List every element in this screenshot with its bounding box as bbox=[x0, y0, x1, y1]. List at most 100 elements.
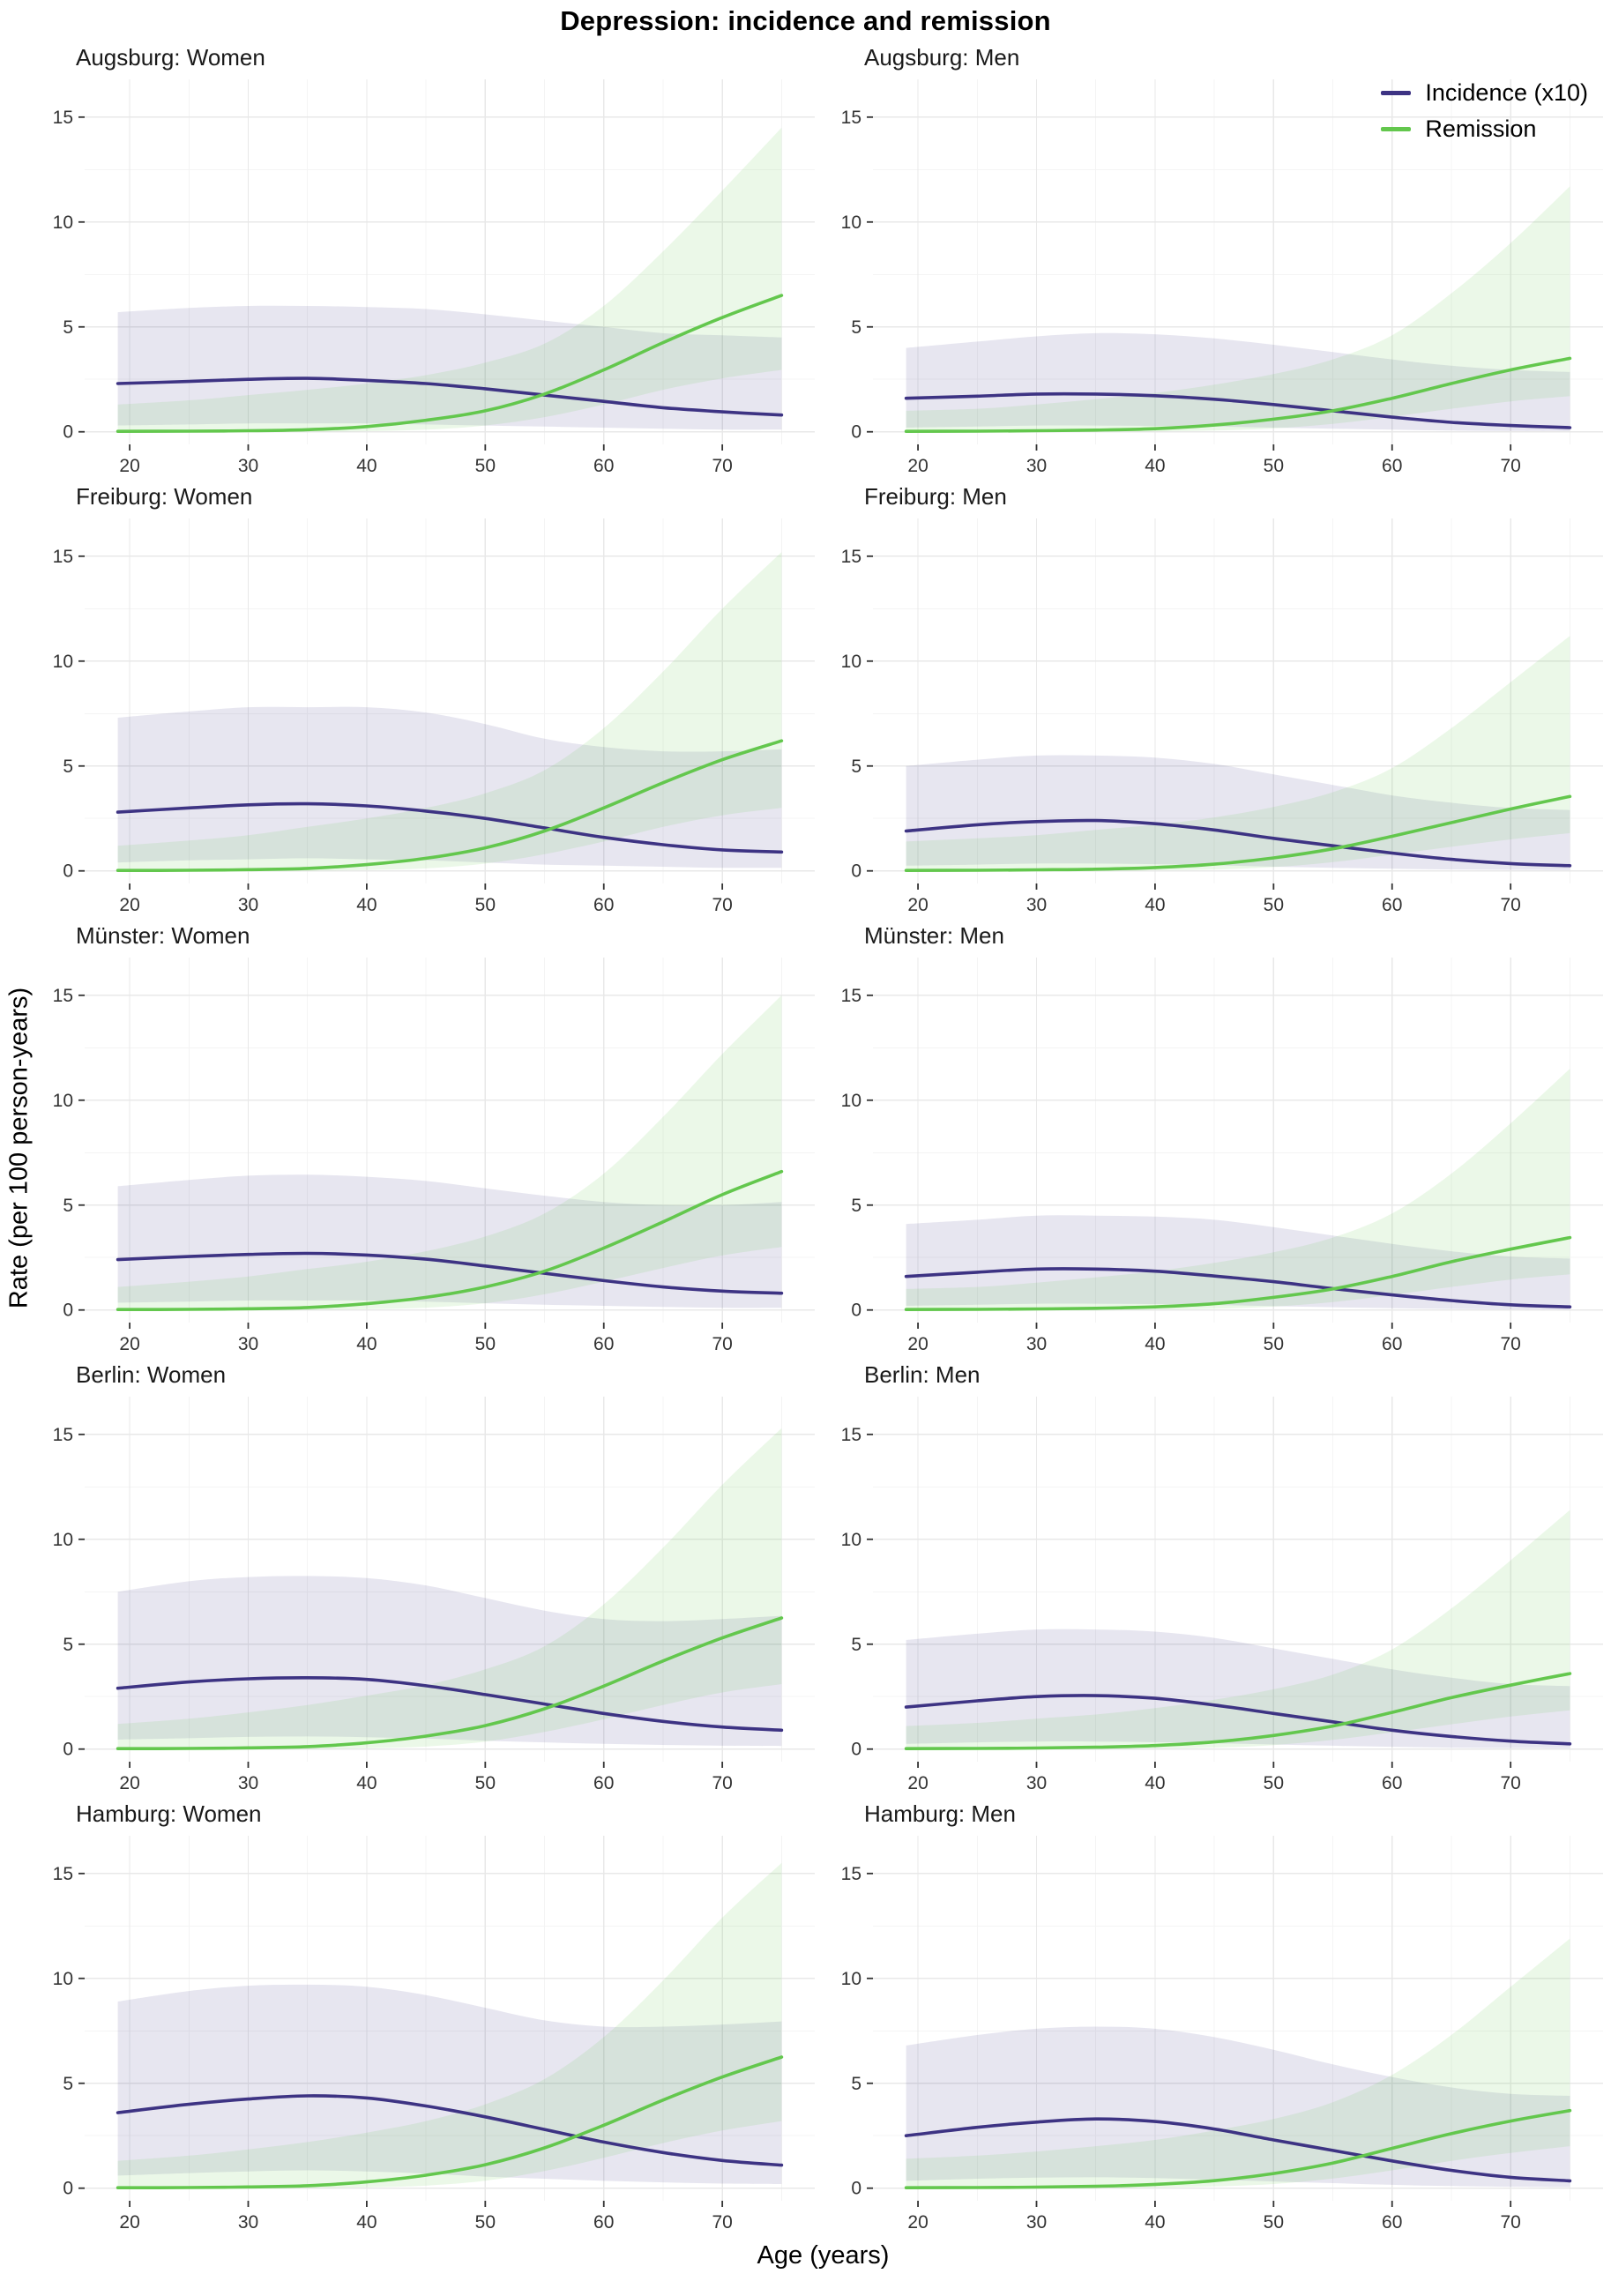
y-tick-label: 0 bbox=[851, 1740, 861, 1760]
facet-grid: Augsburg: Women 20 30 40 50 60 70 0 5 10 15 Augsbur… bbox=[35, 42, 1611, 2238]
y-tick-label: 10 bbox=[53, 1530, 73, 1550]
legend-label-remission: Remission bbox=[1425, 116, 1537, 142]
remission-ci-ribbon bbox=[906, 1938, 1570, 2188]
y-tick-label: 15 bbox=[841, 1864, 861, 1884]
x-tick-label: 20 bbox=[907, 1334, 928, 1354]
incidence-ci-ribbon bbox=[117, 706, 782, 868]
x-tick-label: 40 bbox=[1145, 1773, 1165, 1793]
x-tick-label: 70 bbox=[712, 1334, 732, 1354]
x-tick-label: 30 bbox=[238, 1334, 258, 1354]
facet-title-augsburg-women: Augsburg: Women bbox=[76, 44, 265, 71]
panel-m-nster-women: 20 30 40 50 60 70 0 5 10 15 bbox=[53, 958, 815, 1354]
x-tick-label: 40 bbox=[1145, 456, 1165, 476]
remission-line bbox=[904, 794, 1572, 872]
facet-cell-m-nster-women: Münster: Women 20 30 40 50 60 70 0 5 10 15 bbox=[35, 921, 824, 1360]
panel-freiburg-women: 20 30 40 50 60 70 0 5 10 15 bbox=[53, 518, 815, 915]
y-tick-label: 5 bbox=[63, 1196, 73, 1216]
facet-title-freiburg-women: Freiburg: Women bbox=[76, 483, 253, 510]
x-tick-label: 50 bbox=[475, 456, 496, 476]
x-tick-label: 50 bbox=[1264, 1773, 1284, 1793]
x-tick-label: 20 bbox=[907, 456, 928, 476]
remission-line bbox=[904, 356, 1572, 433]
x-axis-title: Age (years) bbox=[757, 2241, 890, 2270]
x-tick-label: 40 bbox=[356, 2212, 377, 2233]
y-tick-label: 15 bbox=[53, 1864, 73, 1884]
x-tick-label: 30 bbox=[1026, 895, 1047, 915]
y-tick-label: 15 bbox=[841, 108, 861, 128]
y-tick-label: 0 bbox=[63, 1301, 73, 1321]
remission-line bbox=[116, 1616, 784, 1750]
y-tick-label: 15 bbox=[53, 547, 73, 567]
x-tick-label: 70 bbox=[1500, 2212, 1520, 2233]
x-tick-label: 40 bbox=[1145, 2212, 1165, 2233]
remission-line-swatch bbox=[1381, 127, 1412, 131]
y-tick-label: 10 bbox=[841, 1091, 861, 1111]
x-tick-label: 20 bbox=[119, 2212, 139, 2233]
incidence-ci-ribbon bbox=[906, 755, 1570, 870]
x-tick-label: 70 bbox=[712, 895, 732, 915]
y-tick-label: 10 bbox=[53, 652, 73, 672]
facet-cell-freiburg-men: Freiburg: Men 20 30 40 50 60 70 0 5 10 15 bbox=[824, 481, 1611, 921]
x-tick-label: 60 bbox=[1382, 895, 1402, 915]
x-tick-label: 50 bbox=[475, 2212, 496, 2233]
x-tick-label: 60 bbox=[1382, 456, 1402, 476]
remission-line bbox=[116, 2055, 784, 2189]
incidence-ci-ribbon bbox=[117, 1984, 782, 2184]
x-tick-label: 40 bbox=[356, 895, 377, 915]
y-tick-label: 0 bbox=[63, 422, 73, 443]
y-tick-label: 5 bbox=[63, 2074, 73, 2094]
x-tick-label: 60 bbox=[1382, 2212, 1402, 2233]
facet-cell-augsburg-men: Augsburg: Men 20 30 40 50 60 70 0 5 10 15 bbox=[824, 42, 1611, 481]
x-tick-label: 70 bbox=[1500, 895, 1520, 915]
incidence-ci-ribbon bbox=[906, 1629, 1570, 1748]
y-tick-label: 10 bbox=[53, 1091, 73, 1111]
incidence-line bbox=[116, 376, 784, 417]
y-tick-label: 5 bbox=[851, 2074, 861, 2094]
x-tick-label: 50 bbox=[475, 1773, 496, 1793]
x-tick-label: 50 bbox=[475, 1334, 496, 1354]
facet-cell-hamburg-women: Hamburg: Women 20 30 40 50 60 70 0 5 10 15 bbox=[35, 1799, 824, 2238]
y-tick-label: 5 bbox=[63, 1635, 73, 1655]
incidence-line bbox=[116, 2094, 784, 2167]
y-tick-label: 15 bbox=[841, 986, 861, 1006]
remission-ci-ribbon bbox=[117, 1428, 782, 1749]
panel-hamburg-men: 20 30 40 50 60 70 0 5 10 15 bbox=[841, 1836, 1603, 2233]
incidence-line-swatch bbox=[1381, 91, 1412, 95]
x-tick-label: 30 bbox=[238, 2212, 258, 2233]
x-tick-label: 30 bbox=[1026, 1334, 1047, 1354]
facet-title-m-nster-men: Münster: Men bbox=[864, 922, 1004, 949]
remission-ci-ribbon bbox=[117, 127, 782, 432]
incidence-ci-ribbon bbox=[906, 332, 1570, 431]
panel-augsburg-men: 20 30 40 50 60 70 0 5 10 15 bbox=[841, 79, 1603, 476]
panel-hamburg-women: 20 30 40 50 60 70 0 5 10 15 bbox=[53, 1836, 815, 2233]
x-tick-label: 30 bbox=[238, 1773, 258, 1793]
incidence-ci-ribbon bbox=[117, 1576, 782, 1747]
y-tick-label: 15 bbox=[841, 547, 861, 567]
y-tick-label: 0 bbox=[63, 2179, 73, 2199]
y-tick-label: 10 bbox=[841, 1969, 861, 1989]
remission-line bbox=[904, 1235, 1572, 1311]
y-tick-label: 0 bbox=[851, 2179, 861, 2199]
panel-m-nster-men: 20 30 40 50 60 70 0 5 10 15 bbox=[841, 958, 1603, 1354]
panel-freiburg-men: 20 30 40 50 60 70 0 5 10 15 bbox=[841, 518, 1603, 915]
y-tick-label: 5 bbox=[851, 757, 861, 777]
y-tick-label: 10 bbox=[841, 212, 861, 233]
legend-item-incidence: Incidence (x10) bbox=[1381, 79, 1588, 107]
x-tick-label: 40 bbox=[1145, 895, 1165, 915]
x-tick-label: 50 bbox=[1264, 456, 1284, 476]
incidence-line bbox=[904, 1694, 1572, 1746]
x-tick-label: 70 bbox=[1500, 1773, 1520, 1793]
facet-cell-hamburg-men: Hamburg: Men 20 30 40 50 60 70 0 5 10 15 bbox=[824, 1799, 1611, 2238]
x-tick-label: 30 bbox=[238, 456, 258, 476]
incidence-line bbox=[116, 801, 784, 854]
y-axis-title: Rate (per 100 person-years) bbox=[4, 987, 34, 1309]
remission-ci-ribbon bbox=[117, 995, 782, 1310]
y-tick-label: 0 bbox=[851, 861, 861, 882]
y-tick-label: 15 bbox=[841, 1425, 861, 1445]
x-tick-label: 60 bbox=[1382, 1334, 1402, 1354]
panel-berlin-men: 20 30 40 50 60 70 0 5 10 15 bbox=[841, 1397, 1603, 1793]
incidence-line bbox=[904, 391, 1572, 429]
remission-ci-ribbon bbox=[906, 1510, 1570, 1749]
x-tick-label: 20 bbox=[119, 1773, 139, 1793]
panel-augsburg-women: 20 30 40 50 60 70 0 5 10 15 bbox=[53, 79, 815, 476]
